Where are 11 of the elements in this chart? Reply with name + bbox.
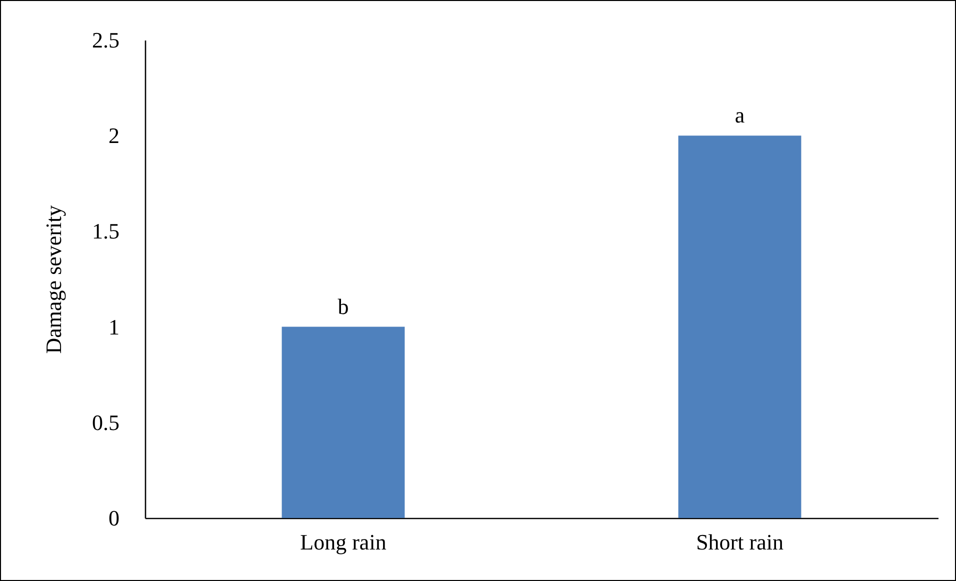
y-tick-label: 1	[108, 314, 120, 340]
y-tick-label: 0	[108, 506, 120, 530]
y-tick-label: 0.5	[92, 410, 120, 435]
annotation: a	[734, 102, 745, 128]
annotation: b	[338, 294, 349, 319]
y-axis-title: Damage severity	[41, 205, 66, 354]
y-tick-label: 2	[108, 123, 120, 148]
x-tick-label: Long rain	[300, 530, 386, 554]
x-tick-label: Short rain	[696, 530, 784, 554]
y-tick-label: 1.5	[92, 218, 120, 244]
y-tick-label: 2.5	[92, 28, 120, 52]
